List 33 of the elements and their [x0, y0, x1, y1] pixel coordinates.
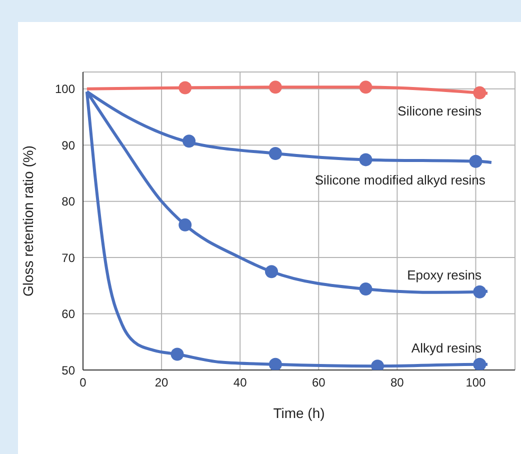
x-tick-label: 80	[390, 376, 404, 390]
point	[268, 147, 282, 160]
series-label: Silicone resins	[398, 103, 482, 118]
y-tick-label: 90	[62, 138, 76, 152]
y-tick-label: 80	[62, 194, 76, 209]
x-tick-label: 0	[80, 376, 87, 390]
series-label: Silicone modified alkyd resins	[314, 172, 486, 188]
point	[359, 153, 372, 166]
point	[473, 285, 486, 298]
series-label: Alkyd resins	[411, 340, 482, 356]
x-tick-label: 100	[466, 376, 486, 390]
point	[265, 265, 278, 278]
x-axis-title: Time (h)	[273, 405, 325, 421]
series-label: Epoxy resins	[407, 267, 482, 282]
point	[268, 358, 282, 370]
x-tick-label: 20	[154, 376, 169, 390]
point	[469, 154, 482, 168]
x-tick-label: 60	[312, 376, 326, 390]
point	[473, 358, 486, 370]
y-tick-label: 60	[62, 307, 76, 322]
point	[182, 134, 196, 148]
y-tick-label: 70	[62, 250, 76, 265]
point	[473, 86, 486, 100]
point	[178, 218, 192, 232]
point	[359, 282, 372, 296]
y-tick-label: 50	[62, 363, 76, 378]
point	[268, 80, 282, 94]
y-tick-label: 100	[54, 82, 76, 96]
point	[178, 81, 192, 94]
x-tick-label: 40	[233, 376, 248, 390]
point	[170, 348, 184, 361]
point	[359, 80, 372, 94]
y-axis-title: Gloss retention ratio (%)	[20, 146, 36, 296]
